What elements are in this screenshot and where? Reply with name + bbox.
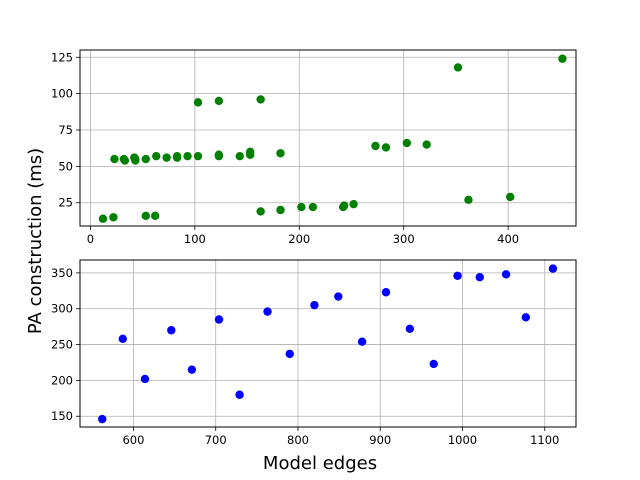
- top-data-point: [297, 202, 306, 212]
- top-data-point: [98, 214, 108, 223]
- top-data-point: [453, 63, 463, 72]
- top-data-point: [235, 151, 244, 161]
- bottom-data-point: [118, 334, 127, 344]
- top-data-point: [110, 154, 119, 164]
- top-x-tick-label: 0: [87, 232, 94, 246]
- bottom-y-tick-label: 300: [51, 302, 73, 316]
- bottom-data-point: [334, 292, 343, 301]
- bottom-y-tick-label: 350: [51, 266, 73, 280]
- bottom-panel: 600 700 800 900 1000 1100 150 200 250 300 350: [51, 259, 577, 447]
- top-x-tick-label: 300: [393, 232, 415, 246]
- top-x-tick-label: 400: [497, 232, 519, 246]
- bottom-data-point: [98, 414, 107, 424]
- top-y-tick-label: 25: [58, 196, 73, 210]
- top-data-point: [422, 140, 431, 149]
- bottom-data-point: [214, 315, 224, 324]
- top-data-point: [276, 205, 285, 215]
- bottom-data-point: [381, 288, 391, 297]
- bottom-data-point: [357, 337, 367, 346]
- top-data-point: [308, 202, 318, 212]
- bottom-y-tick-label: 200: [51, 373, 73, 387]
- bottom-y-tick-label: 150: [51, 409, 73, 423]
- top-data-point: [172, 153, 182, 162]
- shared-y-axis-label: PA construction (ms): [25, 148, 46, 334]
- top-data-point: [183, 151, 192, 161]
- bottom-data-point: [285, 349, 294, 359]
- top-data-point: [506, 192, 515, 202]
- top-data-point: [109, 213, 118, 222]
- bottom-data-point: [140, 374, 150, 384]
- top-data-point: [381, 143, 391, 152]
- bottom-x-tick-label: 800: [287, 433, 309, 447]
- bottom-data-point: [187, 365, 197, 374]
- bottom-data-point: [521, 313, 531, 322]
- bottom-data-point: [501, 270, 511, 279]
- top-data-point: [120, 156, 130, 165]
- top-data-point: [141, 211, 150, 221]
- top-data-point: [141, 154, 150, 164]
- top-panel: 0 100 200 300 400 25 50 75 100 125: [51, 49, 577, 246]
- top-data-point: [162, 153, 171, 162]
- top-data-point: [339, 201, 349, 210]
- top-data-point: [214, 96, 224, 106]
- top-data-point: [256, 207, 265, 216]
- top-data-point: [276, 149, 285, 158]
- top-axes-frame: [79, 49, 577, 227]
- bottom-data-point: [475, 273, 484, 282]
- top-data-point: [131, 156, 140, 165]
- top-data-point: [246, 150, 255, 159]
- bottom-data-point: [263, 307, 272, 316]
- top-data-point: [150, 211, 160, 221]
- bottom-x-tick-label: 900: [369, 433, 391, 447]
- bottom-data-point: [405, 324, 415, 334]
- top-data-point: [214, 151, 224, 161]
- top-y-tick-label: 125: [51, 50, 73, 64]
- bottom-data-point: [310, 300, 319, 310]
- top-data-point: [371, 141, 380, 151]
- bottom-data-point: [235, 390, 244, 399]
- top-data-point: [402, 138, 412, 148]
- top-y-tick-label: 75: [58, 123, 73, 137]
- top-data-point: [152, 151, 161, 161]
- top-x-tick-label: 100: [184, 232, 206, 246]
- top-x-tick-label: 200: [288, 232, 310, 246]
- bottom-y-tick-label: 250: [51, 338, 73, 352]
- top-data-point: [193, 151, 203, 161]
- x-axis-label: Model edges: [263, 453, 377, 474]
- bottom-x-tick-label: 600: [122, 433, 144, 447]
- top-data-point: [193, 98, 203, 107]
- bottom-axes-frame: [79, 259, 577, 428]
- bottom-data-point: [167, 326, 176, 335]
- top-y-tick-label: 100: [51, 87, 73, 101]
- bottom-data-point: [453, 271, 462, 280]
- bottom-x-tick-label: 1100: [530, 433, 559, 447]
- top-data-point: [464, 195, 473, 205]
- bottom-data-point: [429, 359, 438, 369]
- bottom-x-tick-label: 1000: [448, 433, 477, 447]
- top-data-point: [558, 54, 567, 63]
- top-data-point: [349, 199, 358, 209]
- top-y-tick-label: 50: [58, 159, 73, 173]
- top-data-point: [256, 95, 265, 104]
- bottom-x-tick-label: 700: [205, 433, 227, 447]
- bottom-data-point: [548, 264, 558, 273]
